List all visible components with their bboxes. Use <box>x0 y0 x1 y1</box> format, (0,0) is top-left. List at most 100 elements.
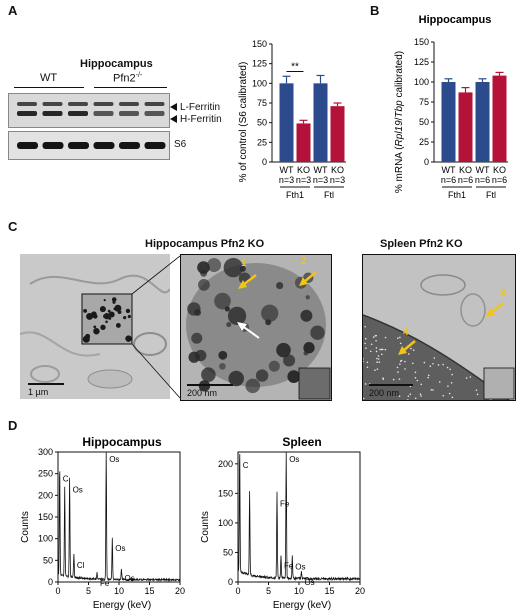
n-label: n=6 <box>458 175 473 185</box>
granule <box>123 316 127 320</box>
y-tick-label: 75 <box>419 97 429 107</box>
l-ferritin-band <box>68 102 88 106</box>
speckle <box>380 348 383 351</box>
chart-a-marks: 0255075100125150WTn=3KOn=3WTn=3KOn=3Fth1… <box>252 39 346 200</box>
y-tick-label: 50 <box>419 117 429 127</box>
granule <box>83 308 88 313</box>
blot-ko-line <box>94 87 167 88</box>
speckle <box>363 360 364 363</box>
speckle <box>465 377 468 379</box>
granule <box>112 300 116 304</box>
chart-b-ylabel-part: / <box>394 117 405 120</box>
y-tick-label: 300 <box>38 447 53 457</box>
s6-band <box>144 142 166 149</box>
spleen-em-texture <box>363 255 515 400</box>
speckle <box>384 348 387 351</box>
granule <box>195 349 207 362</box>
x-tick-label: 15 <box>144 586 154 596</box>
granule <box>197 261 210 274</box>
speckle <box>446 366 449 369</box>
speckle <box>416 379 419 382</box>
panel-letter-a: A <box>8 3 18 18</box>
granule <box>99 306 106 313</box>
bar <box>492 75 507 162</box>
band-arrows <box>170 103 177 123</box>
speckle <box>399 342 402 345</box>
y-tick-label: 100 <box>252 78 267 88</box>
speckle <box>398 395 401 397</box>
peak-label: Os <box>289 455 299 464</box>
bar <box>313 83 328 162</box>
granule <box>245 378 261 394</box>
granule <box>214 292 231 310</box>
blot-group-wt: WT <box>40 72 58 84</box>
n-label: n=6 <box>475 175 490 185</box>
speckle <box>370 343 373 346</box>
granule <box>93 325 97 329</box>
category-label: KO <box>459 165 472 175</box>
yellow-arrow-1-icon <box>238 274 257 289</box>
speckle <box>397 337 399 339</box>
granule <box>276 342 291 358</box>
spectrum-spleen-title: Spleen <box>282 435 321 449</box>
granule <box>114 304 122 312</box>
y-tick-label: 25 <box>257 137 267 147</box>
speckle <box>437 364 440 366</box>
speckle <box>404 360 406 363</box>
y-tick-label: 200 <box>218 459 233 469</box>
group-label: Ftl <box>486 190 496 200</box>
granule <box>218 350 228 360</box>
granule <box>125 335 132 342</box>
peak-label: Os <box>109 455 119 464</box>
granule <box>300 309 313 322</box>
granule <box>115 323 121 328</box>
hippo-em-overview: 1 µm <box>20 254 170 399</box>
y-tick-label: 250 <box>38 469 53 479</box>
speckle <box>365 347 367 350</box>
granule <box>226 322 232 328</box>
scale-bar-200nm-a <box>187 384 233 386</box>
speckle <box>366 366 369 369</box>
h-ferritin-arrow-icon <box>170 115 177 123</box>
spectrum-hippo-ylabel: Counts <box>20 511 31 543</box>
y-tick-label: 0 <box>424 157 429 167</box>
speckle <box>451 373 453 376</box>
peak-label: C <box>243 461 249 470</box>
x-tick-label: 5 <box>86 586 91 596</box>
h-ferritin-band <box>119 111 139 116</box>
granule <box>127 314 131 319</box>
granule <box>194 308 201 316</box>
chart-b-ylabel-part: Rpl19 <box>394 120 405 147</box>
speckle <box>375 339 377 342</box>
chart-b-ylabel-part: Tbp <box>394 100 405 118</box>
granule <box>108 311 115 318</box>
speckle <box>427 376 429 379</box>
band-label-h-ferritin: H-Ferritin <box>180 114 222 125</box>
speckle <box>397 371 399 373</box>
granule <box>100 324 106 331</box>
category-label: WT <box>314 165 328 175</box>
speckle <box>438 381 441 383</box>
speckle <box>363 397 365 400</box>
granule <box>191 332 203 344</box>
speckle <box>442 363 444 366</box>
speckle <box>374 369 376 372</box>
speckle <box>364 325 366 328</box>
speckle <box>381 353 383 356</box>
speckle <box>364 337 367 340</box>
l-ferritin-arrow-icon <box>170 103 177 111</box>
blot-group-ko-sup: -/- <box>135 72 143 79</box>
blot-title: Hippocampus <box>80 58 153 70</box>
spectrum-spleen-ylabel: Counts <box>200 511 211 543</box>
x-tick-label: 0 <box>235 586 240 596</box>
speckle <box>420 395 422 397</box>
spectrum-hippo-title: Hippocampus <box>82 435 162 449</box>
granule <box>111 297 117 302</box>
x-tick-label: 20 <box>355 586 365 596</box>
ferritin-mrna-bar-chart: Hippocampus % mRNA (Rpl19/Tbp calibrated… <box>394 14 508 200</box>
chart-b-ylabel: % mRNA (Rpl19/Tbp calibrated) <box>394 51 405 193</box>
granule <box>107 309 111 313</box>
n-label: n=3 <box>313 175 328 185</box>
granule <box>303 350 309 356</box>
y-tick-label: 50 <box>257 118 267 128</box>
